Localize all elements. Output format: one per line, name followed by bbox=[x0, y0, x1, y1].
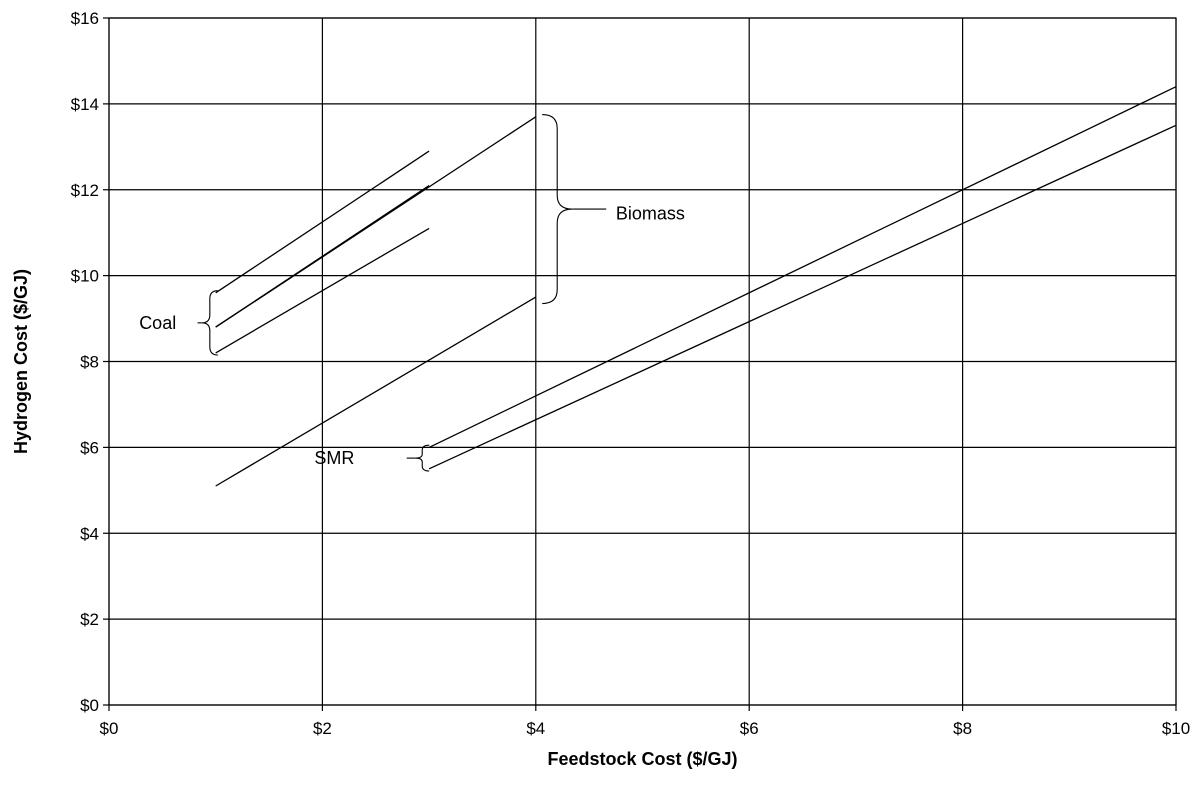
y-tick-label: $14 bbox=[71, 95, 99, 114]
y-tick-label: $2 bbox=[80, 610, 99, 629]
y-axis-title: Hydrogen Cost ($/GJ) bbox=[11, 269, 31, 454]
x-tick-label: $4 bbox=[526, 719, 545, 738]
x-tick-label: $6 bbox=[740, 719, 759, 738]
smr-label: SMR bbox=[314, 448, 354, 468]
y-tick-label: $12 bbox=[71, 181, 99, 200]
y-axis-tick-labels: $0 $2 $4 $6 $8 $10 $12 $14 $16 bbox=[71, 9, 99, 715]
series-lines bbox=[215, 86, 1177, 487]
y-tick-label: $10 bbox=[71, 267, 99, 286]
group-braces bbox=[197, 114, 607, 472]
y-tick-label: $16 bbox=[71, 9, 99, 28]
x-tick-label: $10 bbox=[1162, 719, 1190, 738]
y-tick-label: $0 bbox=[80, 696, 99, 715]
coal-series-line-3 bbox=[215, 227, 430, 354]
biomass-label: Biomass bbox=[616, 203, 685, 223]
x-tick-label: $0 bbox=[100, 719, 119, 738]
smr-series-line-7 bbox=[428, 124, 1177, 470]
biomass-series-line-4 bbox=[215, 296, 537, 487]
biomass-series-line-5 bbox=[215, 116, 537, 328]
y-tick-label: $4 bbox=[80, 524, 99, 543]
y-tick-label: $8 bbox=[80, 353, 99, 372]
x-tick-label: $2 bbox=[313, 719, 332, 738]
x-axis-title: Feedstock Cost ($/GJ) bbox=[547, 749, 737, 769]
grid-lines bbox=[103, 17, 1177, 711]
group-annotations: Coal Biomass SMR bbox=[139, 203, 685, 468]
smr-series-line-6 bbox=[428, 86, 1177, 448]
x-axis-tick-labels: $0 $2 $4 $6 $8 $10 bbox=[100, 719, 1191, 738]
coal-label: Coal bbox=[139, 313, 176, 333]
y-tick-label: $6 bbox=[80, 438, 99, 457]
x-tick-label: $8 bbox=[953, 719, 972, 738]
coal-series-line-1 bbox=[215, 150, 430, 294]
